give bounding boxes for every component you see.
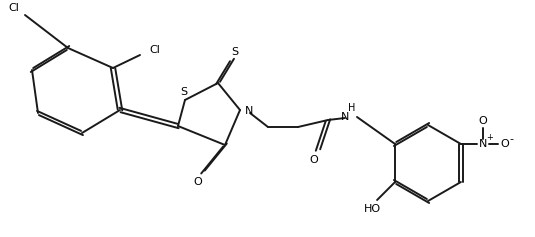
Text: S: S: [180, 87, 188, 97]
Text: N: N: [245, 106, 253, 116]
Text: HO: HO: [363, 204, 381, 214]
Text: Cl: Cl: [150, 45, 160, 55]
Text: -: -: [510, 134, 514, 144]
Text: S: S: [232, 47, 239, 57]
Text: N: N: [479, 139, 487, 149]
Text: O: O: [310, 155, 318, 165]
Text: O: O: [501, 139, 509, 149]
Text: Cl: Cl: [9, 3, 19, 13]
Text: O: O: [478, 116, 487, 126]
Text: N: N: [341, 112, 349, 122]
Text: H: H: [348, 103, 356, 113]
Text: +: +: [486, 133, 493, 142]
Text: O: O: [194, 177, 202, 187]
